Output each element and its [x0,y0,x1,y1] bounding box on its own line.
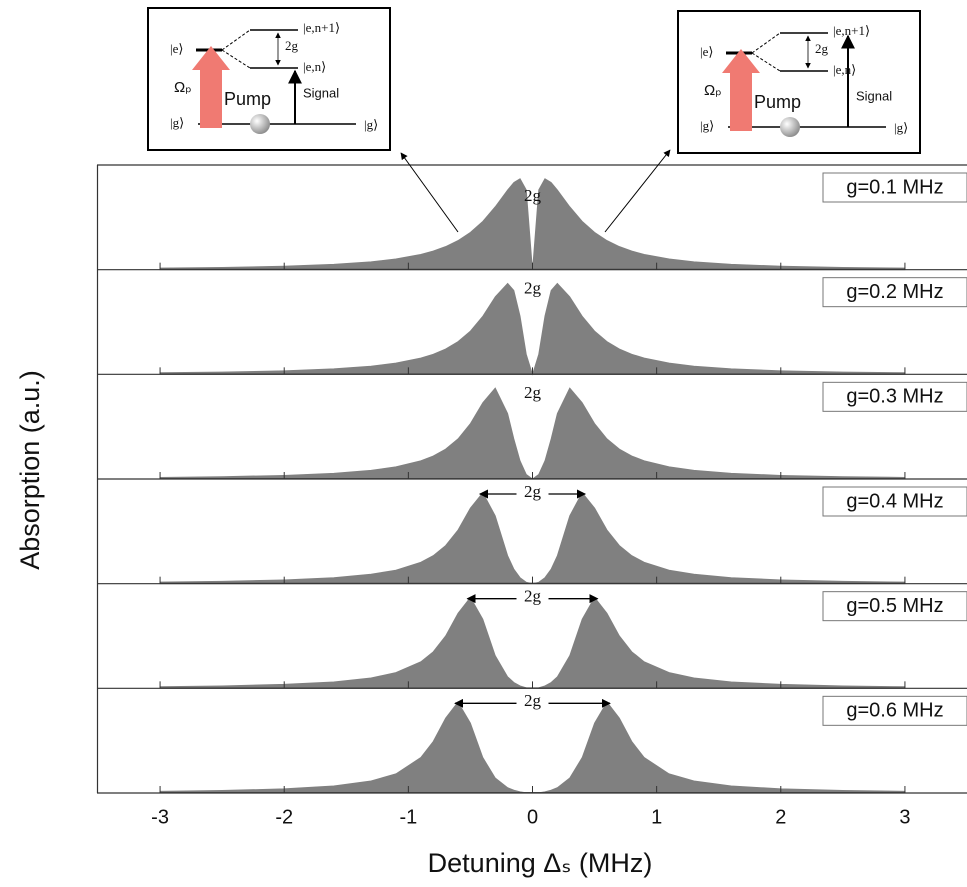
pump-arrow [192,46,230,128]
dashed-link [751,52,781,72]
area [159,178,906,271]
panel-label: g=0.4 MHz [846,490,943,512]
ket-lower: |e,n⟩ [303,59,326,74]
panel-label: g=0.1 MHz [846,176,943,198]
dashed-link [751,32,781,54]
x-tick-label: 2 [775,806,786,828]
inset: |e⟩ |e,n+1⟩ |e,n⟩ 2g Ωₚ Pump Signal |g⟩ |g⟩ [677,10,921,154]
x-tick-label: -2 [275,806,293,828]
split-label: 2g [524,383,542,402]
split-label: 2g [524,186,542,205]
area [159,596,906,689]
ket-upper: |e,n+1⟩ [833,23,870,38]
area [159,491,906,585]
ket-lower: |e,n⟩ [833,62,856,77]
x-tick-label: -1 [399,806,417,828]
split-label: 2g [524,587,542,606]
ket-g-right: |g⟩ [894,120,908,135]
rabi-label: Ωₚ [174,79,192,96]
x-tick-label: 1 [651,806,662,828]
ket-g: |g⟩ [700,118,714,133]
atom [780,117,800,137]
panel-label-box [822,591,967,622]
area [159,282,906,376]
split-label: 2g [524,482,542,501]
panel-label-box [822,172,967,203]
dashed-link [221,49,251,69]
panel-label-box [822,695,967,726]
ket-e: |e⟩ [700,44,713,59]
split-label: 2g [524,279,542,298]
ket-e: |e⟩ [170,41,183,56]
panel-label: g=0.3 MHz [846,386,943,408]
x-tick-label: -3 [151,806,169,828]
x-tick-label: 3 [899,806,910,828]
y-axis-title: Absorption (a.u.) [15,370,45,570]
inset-pointer [400,152,459,233]
area [159,701,906,794]
signal-label: Signal [856,88,892,103]
panel-label: g=0.5 MHz [846,595,943,617]
signal-label: Signal [303,85,339,100]
dashed-link [221,29,251,51]
atom [250,114,270,134]
pump-arrow [722,49,760,131]
x-axis-title: Detuning Δₛ (MHz) [428,848,653,878]
pump-label: Pump [224,89,271,109]
panel-label-box [822,277,967,308]
area [159,387,906,480]
split-text: 2g [815,41,829,56]
inset-pointer [604,149,671,233]
panel-label-box [822,381,967,412]
panel-label: g=0.6 MHz [846,700,943,722]
split-text: 2g [285,38,299,53]
split-label: 2g [524,691,542,710]
ket-g: |g⟩ [170,115,184,130]
panel-label: g=0.2 MHz [846,281,943,303]
ket-upper: |e,n+1⟩ [303,20,340,35]
pump-label: Pump [754,92,801,112]
panel-label-box [822,486,967,517]
inset: |e⟩ |e,n+1⟩ |e,n⟩ 2g Ωₚ Pump Signal |g⟩ |g⟩ [147,7,391,151]
rabi-label: Ωₚ [704,82,722,99]
ket-g-right: |g⟩ [364,117,378,132]
x-tick-label: 0 [527,806,538,828]
